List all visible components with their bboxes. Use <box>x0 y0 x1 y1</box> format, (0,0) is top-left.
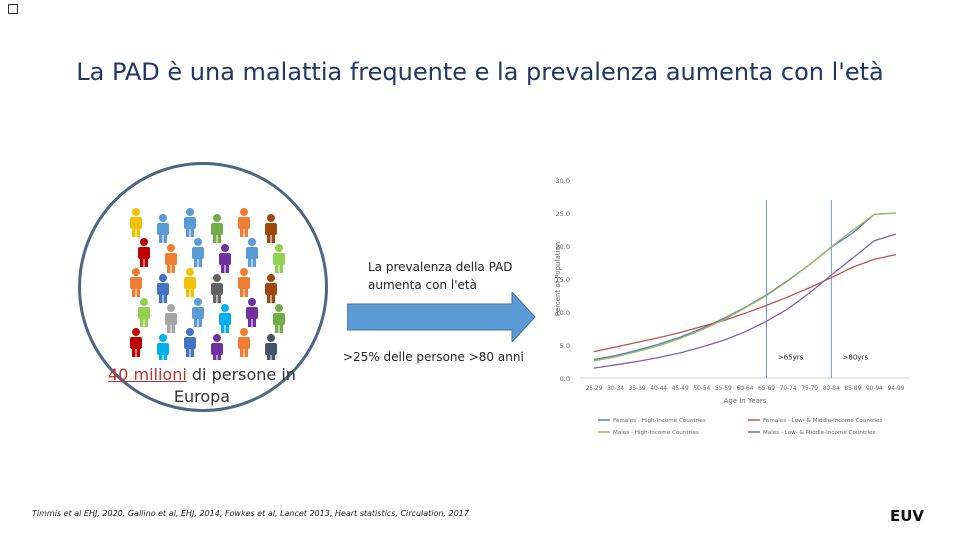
x-tick-label: 50-54 <box>693 386 710 392</box>
legend-label: Males - Low- & Middle-Income Countries <box>763 430 875 436</box>
y-tick-label: 0.0 <box>560 375 570 383</box>
series-line <box>593 212 897 361</box>
person-icon <box>265 274 277 303</box>
person-icon <box>184 208 196 237</box>
x-tick-label: 94-99 <box>888 386 905 392</box>
series-line <box>593 233 897 369</box>
person-icon <box>238 328 250 357</box>
x-tick-label: 40-44 <box>650 386 667 392</box>
person-icon <box>273 244 285 273</box>
person-icon <box>157 214 169 243</box>
elderly-stat: >25% delle persone >80 anni <box>343 350 524 364</box>
person-icon <box>184 328 196 357</box>
person-icon <box>157 274 169 303</box>
x-tick-label: 45-49 <box>672 386 689 392</box>
people-icon-group <box>130 208 285 360</box>
age-annotation: >80yrs <box>843 354 869 362</box>
x-axis-label: Age in Years <box>724 397 767 405</box>
person-icon <box>130 268 142 297</box>
person-icon <box>211 274 223 303</box>
age-annotation: >65yrs <box>778 354 804 362</box>
y-tick-label: 20.0 <box>556 243 570 251</box>
y-axis-label: Percent of Population <box>554 242 562 316</box>
legend-label: Females - High-Income Countries <box>613 418 706 424</box>
person-icon <box>192 238 204 267</box>
population-caption: 40 milioni di persone in Europa <box>102 364 302 408</box>
person-icon <box>138 298 150 327</box>
person-icon <box>165 244 177 273</box>
x-tick-label: 60-64 <box>737 386 754 392</box>
person-icon <box>157 334 169 360</box>
person-icon <box>265 214 277 243</box>
population-highlight: 40 milioni <box>108 365 187 384</box>
person-icon <box>238 268 250 297</box>
person-icon <box>165 304 177 333</box>
x-tick-label: 30-34 <box>607 386 624 392</box>
x-tick-label: 70-74 <box>780 386 797 392</box>
legend-label: Females - Low- & Middle-Income Countries <box>763 418 882 424</box>
x-tick-label: 25-29 <box>586 386 603 392</box>
series-line <box>593 212 897 362</box>
x-tick-label: 90-94 <box>866 386 883 392</box>
person-icon <box>184 268 196 297</box>
references-footnote: Timmis et al EHJ, 2020, Gallino et al, E… <box>32 509 469 518</box>
y-tick-label: 25.0 <box>556 210 570 218</box>
y-tick-label: 30.0 <box>556 177 570 185</box>
y-tick-label: 5.0 <box>560 342 570 350</box>
x-tick-label: 35-39 <box>629 386 646 392</box>
y-tick-label: 15.0 <box>556 276 570 284</box>
person-icon <box>211 214 223 243</box>
series-line <box>593 253 897 353</box>
person-icon <box>130 208 142 237</box>
person-icon <box>130 328 142 357</box>
person-icon <box>273 304 285 333</box>
y-tick-label: 10.0 <box>556 309 570 317</box>
right-arrow-icon <box>347 292 536 342</box>
person-icon <box>211 334 223 360</box>
person-icon <box>246 298 258 327</box>
person-icon <box>219 304 231 333</box>
person-icon <box>192 298 204 327</box>
population-caption-rest: di persone in Europa <box>173 365 296 406</box>
person-icon <box>246 238 258 267</box>
x-tick-label: 75-79 <box>801 386 818 392</box>
legend-label: Males - High-Income Countries <box>613 430 699 436</box>
euv-logo: EUV <box>882 506 932 525</box>
person-icon <box>265 334 277 360</box>
person-icon <box>138 238 150 267</box>
arrow-caption: La prevalenza della PAD aumenta con l'et… <box>368 260 513 292</box>
slide-title: La PAD è una malattia frequente e la pre… <box>76 58 884 86</box>
population-circle <box>78 162 328 412</box>
x-tick-label: 55-59 <box>715 386 732 392</box>
x-tick-label: 85-89 <box>844 386 861 392</box>
logo-text: EUV <box>890 507 924 525</box>
x-tick-label: 80-84 <box>823 386 840 392</box>
x-tick-label: 65-69 <box>758 386 775 392</box>
slide-marker-box <box>8 4 18 14</box>
person-icon <box>219 244 231 273</box>
person-icon <box>238 208 250 237</box>
prevalence-chart: 0.0 5.0 10.0 15.0 20.0 25.0 30.0 Percent of Pop… <box>554 177 910 436</box>
